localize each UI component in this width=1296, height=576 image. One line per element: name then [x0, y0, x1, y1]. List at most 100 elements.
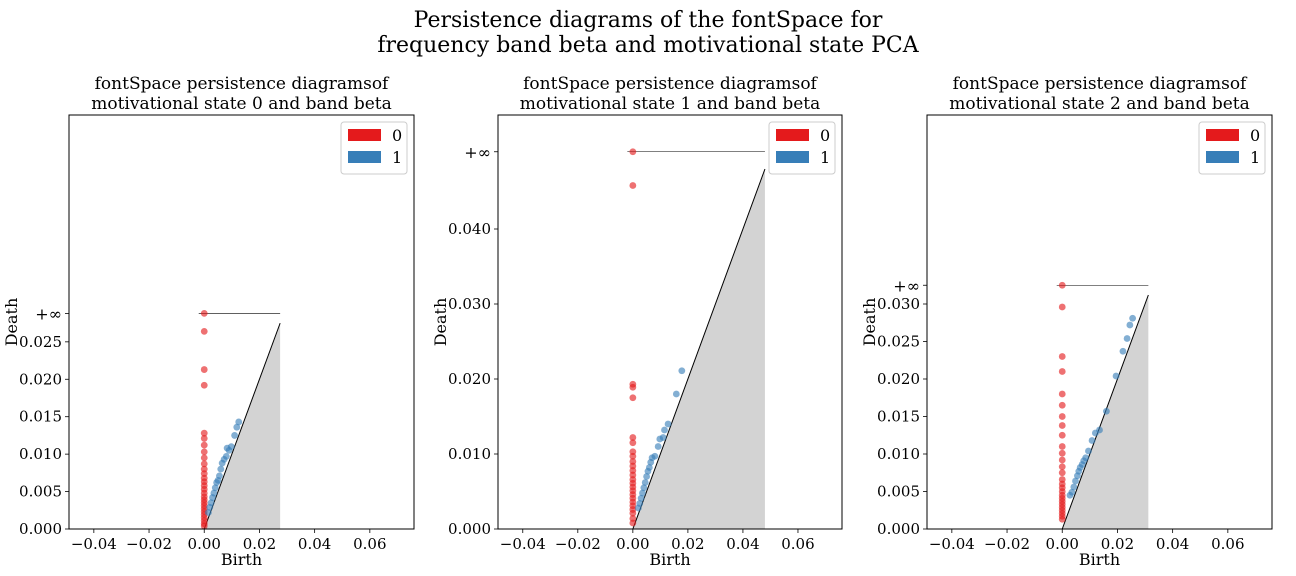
diagonal-line [203, 322, 281, 530]
suptitle-line-1: Persistence diagrams of the fontSpace fo… [413, 8, 883, 33]
chart-title-line-2: motivational state 2 and band beta [949, 94, 1250, 114]
y-tick-label: 0.030 [448, 295, 491, 313]
legend-swatch-h1 [348, 151, 381, 163]
point-h0 [1058, 456, 1066, 464]
y-tick-label: 0.025 [877, 333, 920, 351]
x-tick-label: −0.04 [929, 535, 975, 553]
y-axis-label: Death [860, 298, 879, 347]
point-h1 [654, 443, 662, 450]
point-h0 [200, 448, 208, 456]
y-tick-label: 0.010 [19, 445, 62, 463]
x-tick-label: 0.04 [298, 535, 331, 553]
legend-label-h0: 0 [392, 126, 402, 145]
point-h0 [1058, 515, 1066, 523]
point-h1 [1112, 372, 1120, 380]
point-h0 [1058, 422, 1066, 429]
x-tick-label: 0.06 [781, 535, 814, 553]
point-h1 [231, 432, 239, 439]
y-tick-label: 0.010 [448, 445, 491, 463]
point-h1 [1085, 447, 1092, 455]
point-h0 [629, 394, 637, 402]
point-h1 [643, 473, 651, 480]
chart-title-line-2: motivational state 1 and band beta [520, 94, 821, 114]
infinity-tick-label: +∞ [893, 276, 920, 295]
point-h1 [644, 467, 652, 475]
y-tick-label: 0.015 [19, 408, 62, 426]
y-tick-label: 0.000 [448, 520, 491, 538]
x-tick-label: 0.06 [353, 535, 386, 553]
x-tick-label: −0.02 [555, 535, 601, 553]
point-h1 [1126, 321, 1134, 329]
point-h1 [235, 418, 243, 426]
axes-frame [497, 114, 843, 530]
x-tick-label: −0.04 [71, 535, 117, 553]
point-h1 [1123, 335, 1131, 342]
point-h1 [661, 426, 668, 434]
point-h1 [1119, 347, 1127, 355]
legend-label-h1: 1 [820, 148, 830, 167]
point-h0 [200, 429, 208, 437]
point-h0 [200, 522, 208, 530]
point-h1 [1070, 483, 1078, 491]
y-tick-label: 0.030 [877, 295, 920, 313]
point-h1 [664, 420, 672, 428]
point-h1 [641, 479, 649, 486]
point-h0 [629, 383, 637, 391]
point-h0 [629, 434, 637, 441]
y-tick-label: 0.020 [877, 370, 920, 388]
y-tick-label: 0.020 [19, 370, 62, 388]
point-h0 [1058, 390, 1066, 398]
point-h0 [1058, 469, 1066, 477]
point-h0 [200, 381, 208, 389]
y-tick-label: 0.010 [877, 445, 920, 463]
legend-label-h1: 1 [392, 148, 402, 167]
legend-label-h0: 0 [820, 126, 830, 145]
point-h1 [637, 494, 645, 502]
y-tick-label: 0.000 [877, 520, 920, 538]
point-h0 [629, 509, 637, 517]
x-tick-label: 0.04 [726, 535, 759, 553]
point-h1 [1129, 314, 1137, 322]
legend-swatch-h0 [776, 129, 809, 141]
x-tick-label: −0.02 [126, 535, 172, 553]
point-h1 [672, 390, 680, 398]
y-tick-label: 0.000 [19, 520, 62, 538]
chart-title-line-1: fontSpace persistence diagramsof [523, 74, 818, 94]
axes-frame [926, 114, 1273, 530]
x-tick-label: 0.02 [671, 535, 704, 553]
point-h1 [634, 504, 642, 512]
x-axis-label: Birth [649, 550, 690, 569]
point-h0 [1058, 431, 1066, 439]
point-h0 [629, 452, 637, 460]
point-h0 [200, 441, 208, 449]
x-tick-label: −0.04 [500, 535, 546, 553]
x-axis-label: Birth [221, 550, 262, 569]
infinity-tick-label: +∞ [464, 143, 491, 162]
diagonal-line [632, 168, 766, 530]
chart-panel-state-2: fontSpace persistence diagramsofmotivati… [860, 74, 1273, 569]
point-h0 [1058, 413, 1066, 420]
legend-label-h0: 0 [1250, 126, 1260, 145]
y-tick-label: 0.005 [19, 483, 62, 501]
point-h1 [218, 459, 226, 467]
x-tick-label: 0.06 [1211, 535, 1244, 553]
point-h0 [629, 182, 637, 189]
point-h1 [204, 509, 212, 516]
point-h0 [1058, 463, 1066, 471]
point-h0 [1058, 401, 1066, 409]
point-h1 [678, 367, 686, 375]
chart-panel-state-0: fontSpace persistence diagramsofmotivati… [2, 74, 415, 569]
y-tick-label: 0.005 [877, 483, 920, 501]
point-h0 [1058, 281, 1066, 289]
point-h0 [1058, 443, 1066, 450]
chart-title-line-1: fontSpace persistence diagramsof [953, 74, 1248, 94]
point-h1 [1066, 491, 1074, 499]
suptitle-line-2: frequency band beta and motivational sta… [377, 33, 919, 58]
point-h0 [1058, 368, 1066, 375]
legend: 01 [768, 121, 836, 175]
point-h1 [1103, 407, 1110, 415]
legend-swatch-h1 [776, 151, 809, 163]
legend-swatch-h0 [348, 129, 381, 141]
point-h1 [213, 479, 221, 486]
